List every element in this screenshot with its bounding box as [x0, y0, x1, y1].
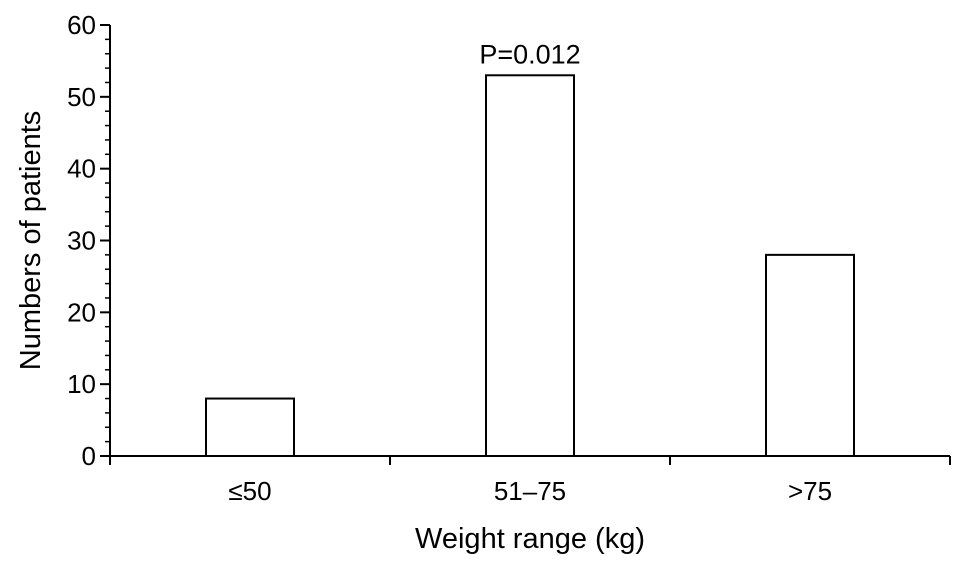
x-axis: ≤50 51–75 >75 [109, 455, 951, 506]
bar [205, 397, 295, 457]
y-tick-label: 60 [67, 10, 96, 40]
y-tick-label: 50 [67, 82, 96, 112]
p-value-annotation: P=0.012 [479, 39, 580, 69]
x-tick-label: ≤50 [228, 476, 271, 506]
bar [485, 74, 575, 458]
y-tick-label: 30 [67, 226, 96, 256]
bars [205, 74, 855, 458]
x-tick-label: 51–75 [494, 476, 566, 506]
y-tick-label: 20 [67, 297, 96, 327]
x-axis-title: Weight range (kg) [415, 523, 645, 555]
y-axis: 0 10 20 30 40 50 60 [67, 10, 111, 471]
y-tick-label: 40 [67, 154, 96, 184]
y-tick-label: 10 [67, 369, 96, 399]
annotations: P=0.012 [479, 39, 580, 69]
x-tick-label: >75 [788, 476, 832, 506]
bar [765, 253, 855, 457]
y-axis-title: Numbers of patients [15, 111, 47, 371]
y-tick-label: 0 [82, 441, 96, 471]
